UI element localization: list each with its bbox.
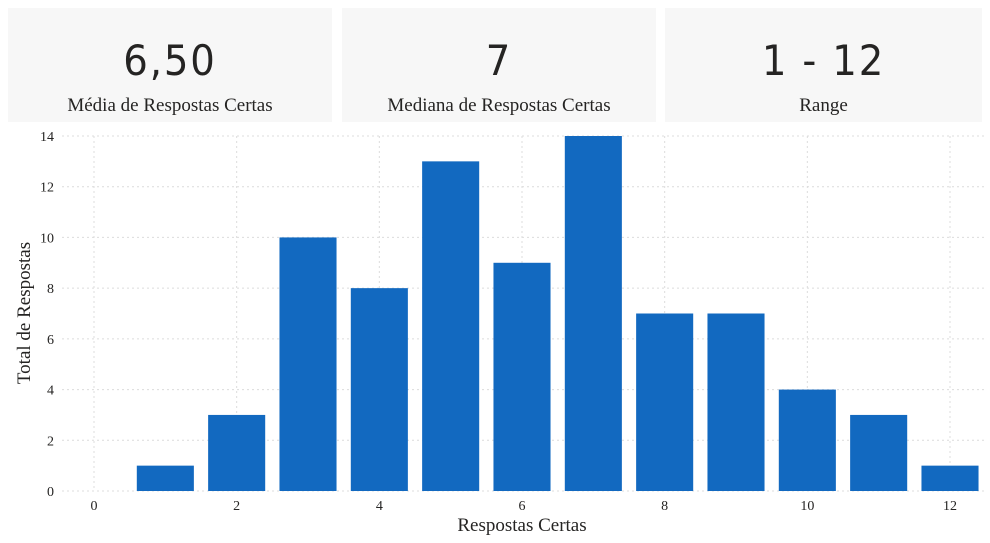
bar-2[interactable] [208,414,266,491]
bar-7[interactable] [564,136,622,491]
bar-9[interactable] [707,313,765,492]
bar-4[interactable] [350,288,408,491]
histogram-chart: 0 2 4 6 8 10 12 14 0 2 4 6 8 10 12 Respostas Certas T… [14,130,985,536]
bar-series [136,136,979,492]
x-tick-label: 0 [91,499,98,514]
bar-3[interactable] [279,237,337,491]
kpi-value: 1 - 12 [761,36,886,85]
kpi-card-mean: 6,50 Média de Respostas Certas [8,8,332,122]
bar-10[interactable] [778,389,836,491]
kpi-card-median: 7 Mediana de Respostas Certas [342,8,656,122]
bar-12[interactable] [921,465,979,491]
x-axis-label: Respostas Certas [457,515,586,536]
x-tick-label: 4 [376,499,383,514]
x-tick-label: 12 [943,499,957,514]
x-tick-label: 6 [519,499,526,514]
bar-5[interactable] [422,161,480,491]
kpi-label: Range [799,95,848,116]
y-tick-label: 14 [40,130,54,145]
kpi-value: 7 [485,36,513,85]
y-tick-label: 6 [47,333,54,348]
kpi-label: Média de Respostas Certas [67,95,273,116]
y-tick-label: 8 [47,282,54,297]
bar-11[interactable] [850,414,908,491]
y-tick-label: 4 [47,384,54,399]
x-tick-label: 2 [233,499,240,514]
bar-6[interactable] [493,262,551,491]
kpi-card-range: 1 - 12 Range [665,8,982,122]
kpi-label: Mediana de Respostas Certas [387,95,611,116]
y-tick-label: 0 [47,485,54,500]
y-axis-label: Total de Respostas [14,242,35,384]
bar-8[interactable] [636,313,694,492]
y-tick-label: 2 [47,434,54,449]
kpi-value: 6,50 [123,36,217,85]
x-tick-label: 10 [800,499,814,514]
x-axis-ticks: 0 2 4 6 8 10 12 [91,499,958,514]
y-axis-ticks: 0 2 4 6 8 10 12 14 [40,130,54,500]
y-tick-label: 10 [40,231,54,246]
y-tick-label: 12 [40,181,54,196]
x-tick-label: 8 [661,499,668,514]
bar-1[interactable] [136,465,194,491]
